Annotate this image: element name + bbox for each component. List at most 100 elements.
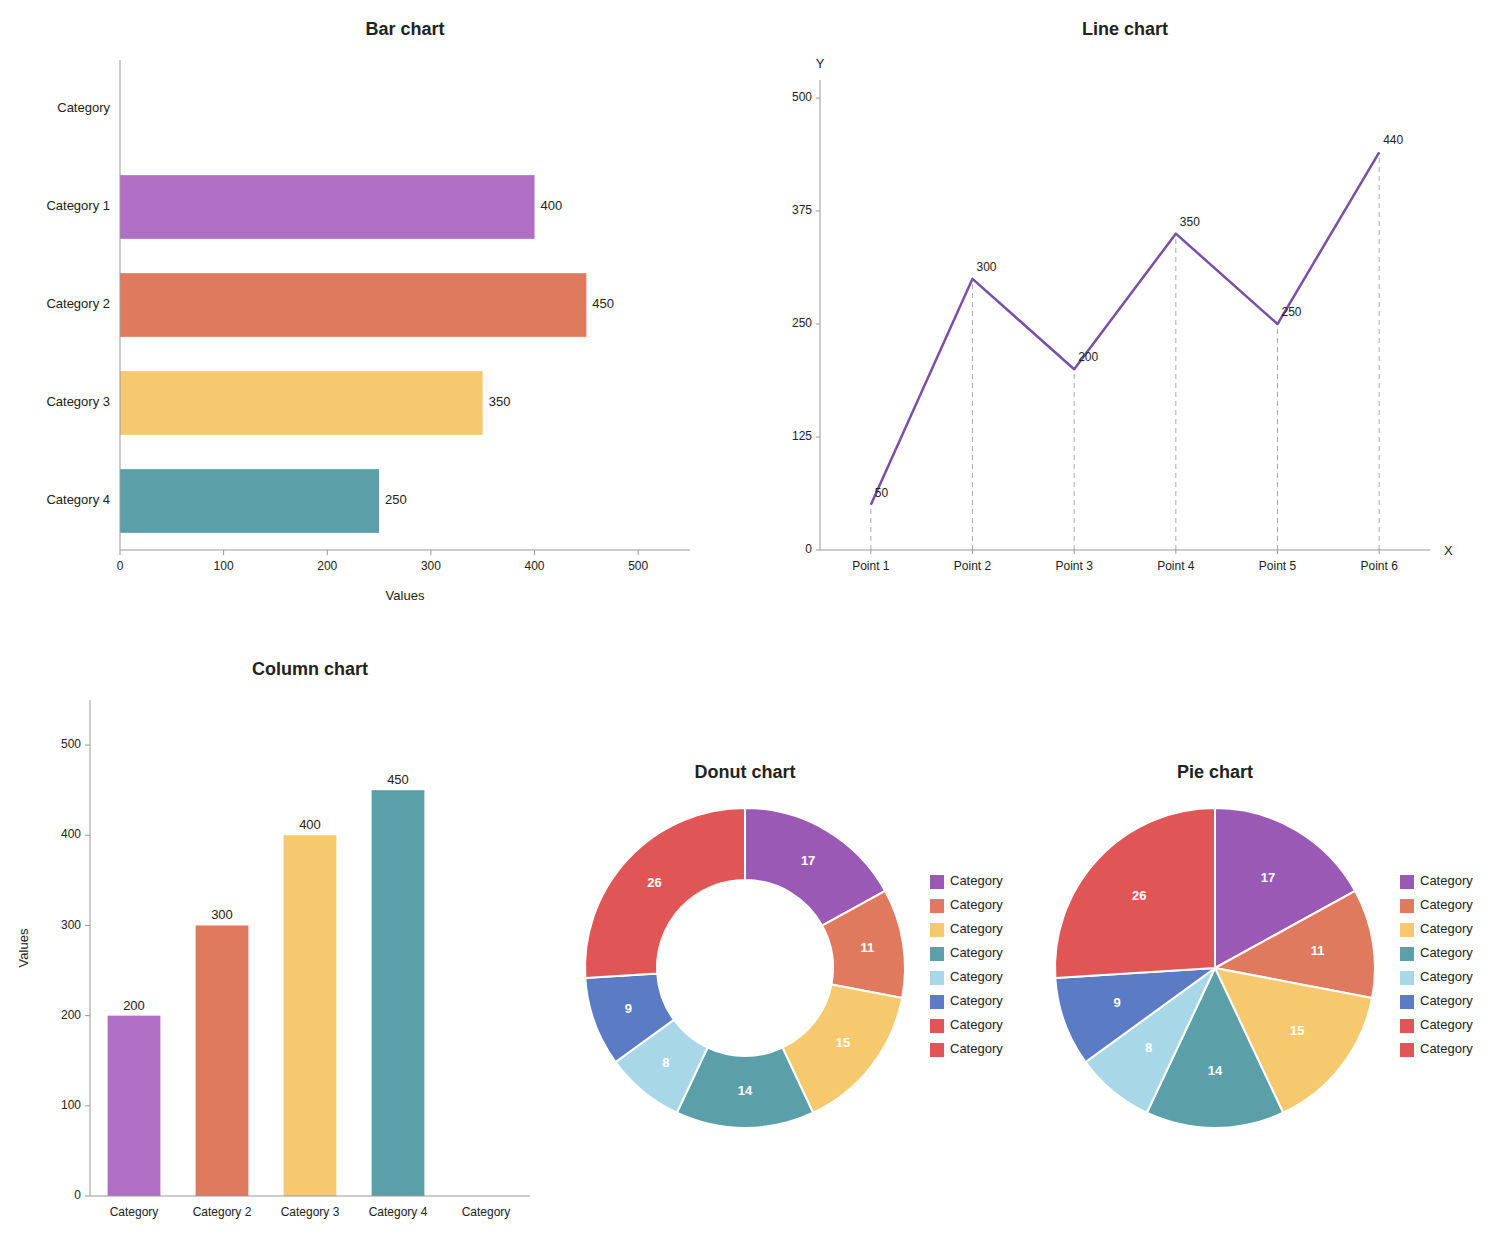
- legend-swatch: [930, 1043, 944, 1057]
- legend-entry: Category: [950, 969, 1003, 984]
- data-label: 8: [1145, 1040, 1152, 1055]
- legend-entry: Category: [950, 993, 1003, 1008]
- bar: [120, 469, 379, 533]
- tick-mark: [327, 550, 328, 555]
- chart: Pie chart171115148926CategoryCategoryCat…: [1055, 762, 1473, 1128]
- data-label: 450: [387, 772, 409, 787]
- legend-entry: Category: [1420, 1041, 1473, 1056]
- data-label: 440: [1383, 133, 1403, 147]
- tick-label: 0: [805, 542, 812, 556]
- legend-swatch: [930, 923, 944, 937]
- data-label: 26: [647, 875, 661, 890]
- drop-line: [1074, 369, 1075, 550]
- chart-title: Column chart: [252, 659, 368, 679]
- legend-entry: Category: [1420, 897, 1473, 912]
- marks: [108, 790, 425, 1196]
- legend-swatch: [1400, 947, 1414, 961]
- data-label: 400: [299, 817, 321, 832]
- tick-mark: [430, 550, 431, 555]
- data-label: 15: [1290, 1023, 1304, 1038]
- legend-swatch: [1400, 875, 1414, 889]
- bar: [372, 790, 425, 1196]
- tick-label: 100: [61, 1098, 81, 1112]
- chart-title: Line chart: [1082, 19, 1168, 39]
- category-label: Point 2: [954, 559, 992, 573]
- legend-entry: Category: [950, 873, 1003, 888]
- tick-label: 300: [421, 559, 441, 573]
- data-label: 17: [801, 853, 815, 868]
- marks: [871, 152, 1379, 550]
- category-label: Category 1: [46, 198, 110, 213]
- legend-entry: Category: [950, 1017, 1003, 1032]
- drop-line: [972, 279, 973, 550]
- legend-swatch: [930, 899, 944, 913]
- data-label: 15: [836, 1035, 850, 1050]
- tick-label: 400: [525, 559, 545, 573]
- legend-entry: Category: [1420, 873, 1473, 888]
- drop-line: [1175, 234, 1176, 550]
- tick-mark: [223, 550, 224, 555]
- legend-entry: Category: [1420, 993, 1473, 1008]
- tick-mark: [816, 98, 820, 99]
- category-label: Category 2: [46, 296, 110, 311]
- tick-mark: [120, 550, 121, 555]
- tick-mark: [85, 1105, 90, 1106]
- legend-swatch: [1400, 995, 1414, 1009]
- drop-line: [1379, 152, 1380, 550]
- tick-mark: [816, 437, 820, 438]
- x-axis: [90, 1196, 530, 1197]
- x-axis-label: X: [1444, 543, 1453, 558]
- data-label: 50: [875, 486, 889, 500]
- tick-mark: [638, 550, 639, 555]
- legend-swatch: [1400, 971, 1414, 985]
- data-label: 11: [861, 940, 875, 955]
- data-label: 250: [385, 492, 407, 507]
- chart: Bar chartCategoryCategory 1400Category 2…: [46, 19, 690, 603]
- chart-title: Bar chart: [365, 19, 444, 39]
- y-axis: [820, 80, 821, 550]
- data-label: 250: [1282, 305, 1302, 319]
- chart: Line chart50300200350250440Point 1Point …: [792, 19, 1453, 573]
- slices: [1055, 808, 1375, 1128]
- drop-line: [1277, 324, 1278, 550]
- category-label: Category 4: [369, 1205, 428, 1219]
- tick-label: 300: [61, 918, 81, 932]
- tick-mark: [85, 835, 90, 836]
- slice: [585, 974, 673, 1063]
- figure: Bar chart Category Category 1 400 Category 2…: [0, 0, 1500, 1256]
- category-tick: [972, 550, 973, 554]
- data-label: 9: [1114, 995, 1121, 1010]
- bar: [120, 371, 483, 435]
- slices: [585, 808, 905, 1128]
- tick-mark: [85, 745, 90, 746]
- data-label: 400: [541, 198, 563, 213]
- data-label: 14: [1208, 1063, 1223, 1078]
- tick-label: 250: [792, 316, 812, 330]
- legend-swatch: [1400, 899, 1414, 913]
- category-tick: [870, 550, 871, 554]
- data-label: 350: [489, 394, 511, 409]
- x-axis-label: Values: [386, 588, 425, 603]
- drop-line: [870, 505, 871, 550]
- y-axis-label: Y: [816, 56, 825, 71]
- slice: [1055, 968, 1215, 1062]
- data-label: 9: [625, 1001, 632, 1016]
- data-label: 26: [1132, 888, 1146, 903]
- chart: Column chartCategory200Category 2300Cate…: [16, 659, 530, 1219]
- data-label: 300: [211, 907, 233, 922]
- category-label: Point 4: [1157, 559, 1195, 573]
- legend-swatch: [930, 971, 944, 985]
- tick-label: 375: [792, 203, 812, 217]
- marks: [120, 175, 586, 533]
- category-label: Point 5: [1259, 559, 1297, 573]
- legend-entry: Category: [950, 921, 1003, 936]
- legend-entry: Category: [1420, 921, 1473, 936]
- tick-mark: [85, 925, 90, 926]
- tick-mark: [534, 550, 535, 555]
- category-tick: [1379, 550, 1380, 554]
- tick-label: 125: [792, 429, 812, 443]
- legend-entry: Category: [950, 897, 1003, 912]
- legend-entry: Category: [1420, 945, 1473, 960]
- legend-swatch: [930, 1019, 944, 1033]
- category-label: Category 3: [46, 394, 110, 409]
